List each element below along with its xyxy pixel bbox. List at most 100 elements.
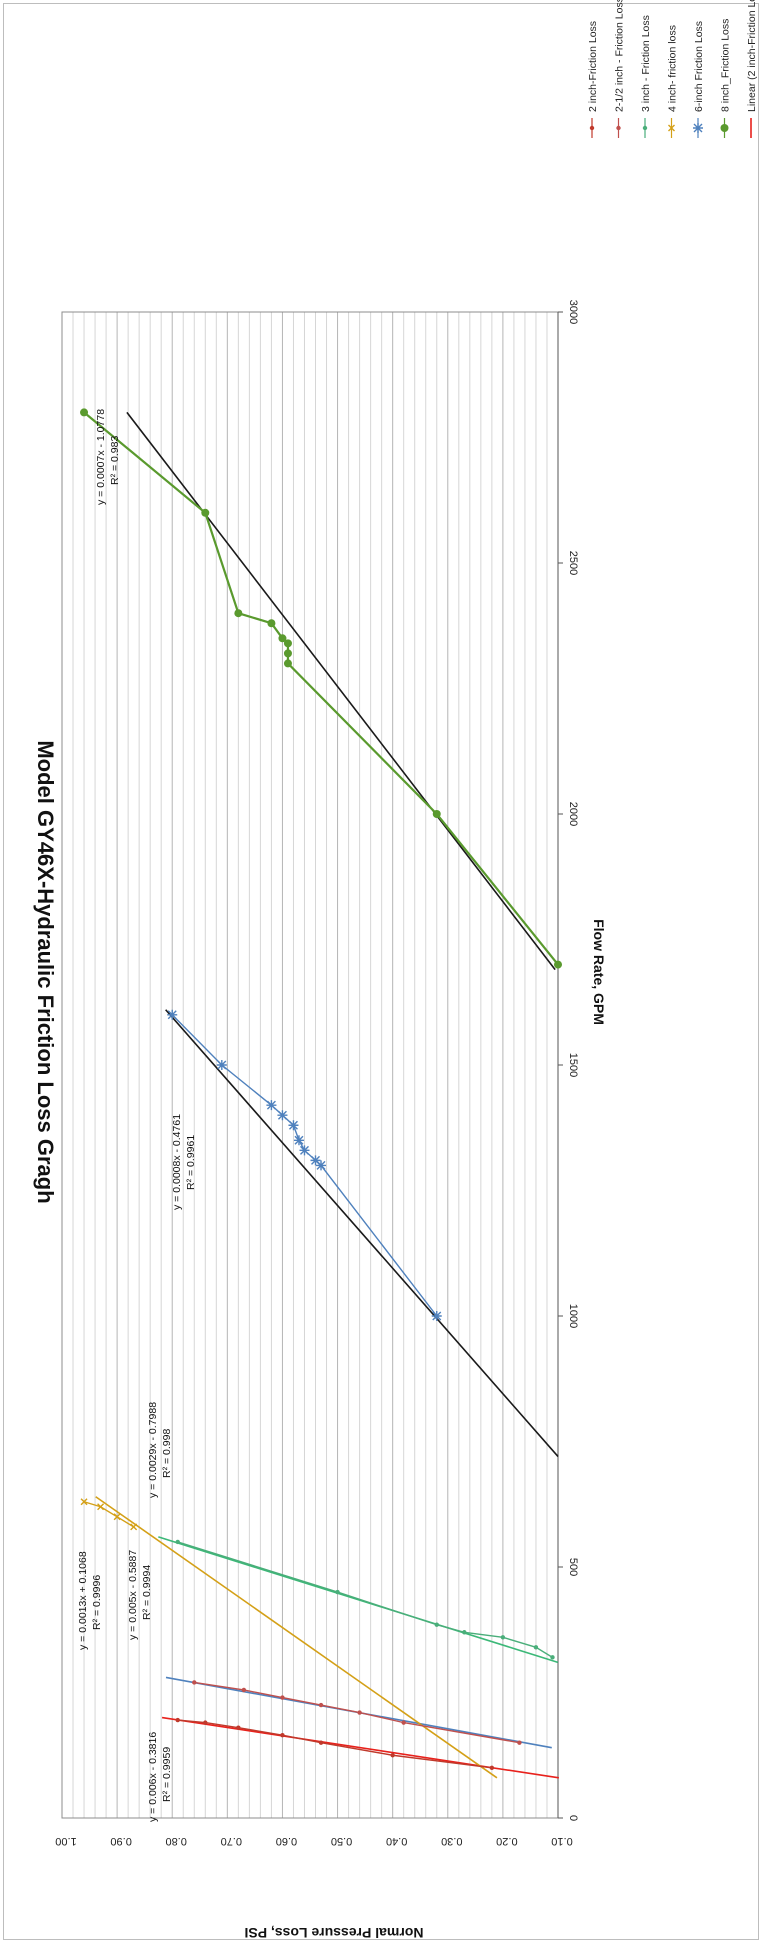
legend-item: Linear (2 inch-Friction Loss) (746, 0, 758, 138)
x-tick-label: 1000 (567, 1304, 579, 1328)
data-point (203, 1720, 208, 1725)
data-point (390, 1753, 395, 1758)
data-point (489, 1765, 495, 1771)
legend-label: Linear (2 inch-Friction Loss) (746, 0, 758, 112)
data-point (236, 1725, 241, 1730)
trendline (95, 1496, 498, 1779)
x-tick-label: 3000 (567, 300, 579, 324)
trendline-r2: R² = 0.998 (161, 1429, 173, 1478)
series-layer (80, 408, 562, 1771)
x-tick-label: 1500 (567, 1053, 579, 1077)
data-point (293, 1135, 304, 1146)
chart-title: Model GY46X-Hydraulic Friction Loss Grag… (33, 740, 58, 1203)
data-point (642, 125, 648, 131)
axis-layer: 0 500 1000 1500 2000 2500 3000 0.10 0.20 0.30 0.40… (55, 300, 579, 1847)
data-point (266, 1100, 277, 1111)
trendline-r2: R² = 0.9994 (141, 1565, 153, 1620)
trendline-r2: R² = 0.983 (109, 436, 121, 485)
data-point (201, 508, 210, 517)
data-point (357, 1710, 362, 1715)
y-tick-label: 0.70 (221, 1835, 242, 1847)
legend-label: 4 inch- friction loss (667, 25, 679, 112)
y-tick-label: 0.80 (166, 1835, 187, 1847)
data-point (234, 609, 243, 618)
data-point (517, 1740, 522, 1745)
x-tick-label: 2500 (567, 551, 579, 575)
data-point (533, 1645, 539, 1650)
legend-label: 2-1/2 inch - Friction Loss (614, 0, 626, 112)
trendline (126, 411, 556, 971)
data-point (318, 1702, 324, 1708)
trendline (158, 1536, 559, 1664)
trendline-r2: R² = 0.9959 (161, 1747, 173, 1802)
data-point (554, 960, 562, 969)
data-point (310, 1155, 321, 1166)
data-point (283, 639, 292, 648)
y-tick-label: 0.30 (441, 1835, 462, 1847)
x-tick-label: 500 (567, 1558, 579, 1576)
legend-label: 3 inch - Friction Loss (640, 15, 652, 112)
legend-label: 2 inch-Friction Loss (587, 21, 599, 112)
legend-label: 6-inch Friction Loss (693, 21, 705, 112)
data-point (401, 1720, 406, 1725)
data-point (80, 1498, 88, 1506)
y-tick-label: 0.40 (386, 1835, 407, 1847)
data-point (550, 1655, 555, 1660)
trendline (161, 1716, 560, 1779)
data-point (299, 1145, 310, 1156)
legend-item: 2 inch-Friction Loss (587, 21, 599, 138)
legend-label: 8 inch_Friction Loss (720, 19, 732, 112)
data-point (335, 1589, 340, 1595)
y-tick-label: 0.10 (551, 1835, 572, 1847)
series-line (177, 1541, 553, 1658)
data-point (192, 1680, 197, 1685)
y-tick-label: 0.60 (276, 1835, 297, 1847)
x-axis-title: Flow Rate, GPM (591, 919, 607, 1025)
data-point (318, 1740, 324, 1745)
data-point (167, 1009, 178, 1020)
data-point (280, 1732, 285, 1738)
legend-item: 6-inch Friction Loss (693, 21, 705, 138)
trendline-equation: y = 0.0008x - 0.4761 (171, 1114, 183, 1210)
y-tick-label: 0.20 (496, 1835, 517, 1847)
trendline-equation: y = 0.005x - 0.5887 (127, 1550, 139, 1640)
legend-item: 4 inch- friction loss (667, 25, 679, 138)
data-point (616, 125, 621, 131)
data-point (693, 123, 703, 133)
data-point (283, 649, 292, 658)
trendline-equation: y = 0.0007x - 1.0778 (95, 409, 107, 505)
trendline-r2: R² = 0.9996 (91, 1575, 103, 1630)
data-point (316, 1160, 327, 1171)
series-line (83, 1501, 135, 1528)
data-point (113, 1513, 121, 1521)
trendline (165, 1009, 559, 1458)
chart-frame (3, 3, 759, 1940)
data-point (283, 659, 292, 668)
data-point (175, 1717, 180, 1723)
data-point (267, 619, 276, 628)
equation-layer: y = 0.006x - 0.3816 R² = 0.9959 y = 0.005x… (77, 409, 197, 1822)
legend: 2 inch-Friction Loss 2-1/2 inch - Frictio… (587, 0, 758, 138)
legend-item: 2-1/2 inch - Friction Loss (614, 0, 626, 138)
data-point (720, 124, 729, 132)
data-point (589, 125, 595, 131)
trendline-layer (95, 411, 560, 1779)
data-point (175, 1539, 180, 1545)
trendline-equation: y = 0.0029x - 0.7988 (147, 1402, 159, 1498)
data-point (434, 1622, 439, 1627)
data-point (277, 1110, 288, 1121)
y-axis-title: Normal Pressure Loss, PSI (245, 1925, 424, 1941)
y-tick-label: 0.50 (331, 1835, 352, 1847)
data-point (130, 1523, 138, 1531)
data-point (241, 1687, 247, 1693)
data-point (500, 1635, 506, 1640)
trendline-r2: R² = 0.9961 (185, 1135, 197, 1190)
y-tick-label: 0.90 (110, 1835, 131, 1847)
x-tick-label: 0 (567, 1815, 579, 1821)
data-point (216, 1060, 227, 1070)
x-tick-label: 2000 (567, 802, 579, 826)
trendline-equation: y = 0.006x - 0.3816 (147, 1732, 159, 1822)
data-point (80, 408, 89, 417)
y-tick-label: 1.00 (55, 1835, 76, 1847)
